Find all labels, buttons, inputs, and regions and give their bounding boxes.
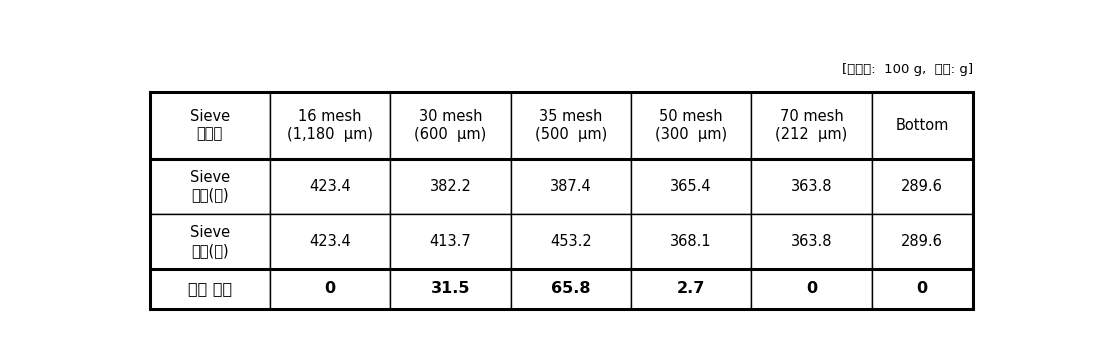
Text: 453.2: 453.2 (550, 234, 591, 249)
Text: 제품 무게: 제품 무게 (187, 281, 232, 297)
Text: 423.4: 423.4 (309, 179, 351, 194)
Text: 423.4: 423.4 (309, 234, 351, 249)
Text: 30 mesh
(600  μm): 30 mesh (600 μm) (414, 109, 486, 142)
Text: 2.7: 2.7 (677, 281, 705, 297)
Text: 382.2: 382.2 (429, 179, 472, 194)
Text: 16 mesh
(1,180  μm): 16 mesh (1,180 μm) (287, 109, 373, 142)
Text: 368.1: 368.1 (670, 234, 712, 249)
Text: 35 mesh
(500  μm): 35 mesh (500 μm) (534, 109, 607, 142)
Text: 363.8: 363.8 (791, 179, 832, 194)
Text: 70 mesh
(212  μm): 70 mesh (212 μm) (775, 109, 848, 142)
Text: 0: 0 (806, 281, 817, 297)
Text: 0: 0 (917, 281, 927, 297)
Text: Sieve
사이즈: Sieve 사이즈 (189, 109, 230, 142)
Text: 0: 0 (324, 281, 336, 297)
Text: 363.8: 363.8 (791, 234, 832, 249)
Text: 289.6: 289.6 (901, 234, 943, 249)
Text: 65.8: 65.8 (551, 281, 590, 297)
Text: 289.6: 289.6 (901, 179, 943, 194)
Text: 413.7: 413.7 (429, 234, 471, 249)
Text: 387.4: 387.4 (550, 179, 591, 194)
Text: 31.5: 31.5 (430, 281, 470, 297)
Text: [샘플양:  100 g,  단위: g]: [샘플양: 100 g, 단위: g] (842, 63, 972, 75)
Text: 365.4: 365.4 (670, 179, 712, 194)
Text: Sieve
무게(후): Sieve 무게(후) (189, 225, 230, 258)
Text: Bottom: Bottom (896, 118, 949, 133)
Text: Sieve
무게(전): Sieve 무게(전) (189, 170, 230, 203)
Text: 50 mesh
(300  μm): 50 mesh (300 μm) (655, 109, 727, 142)
